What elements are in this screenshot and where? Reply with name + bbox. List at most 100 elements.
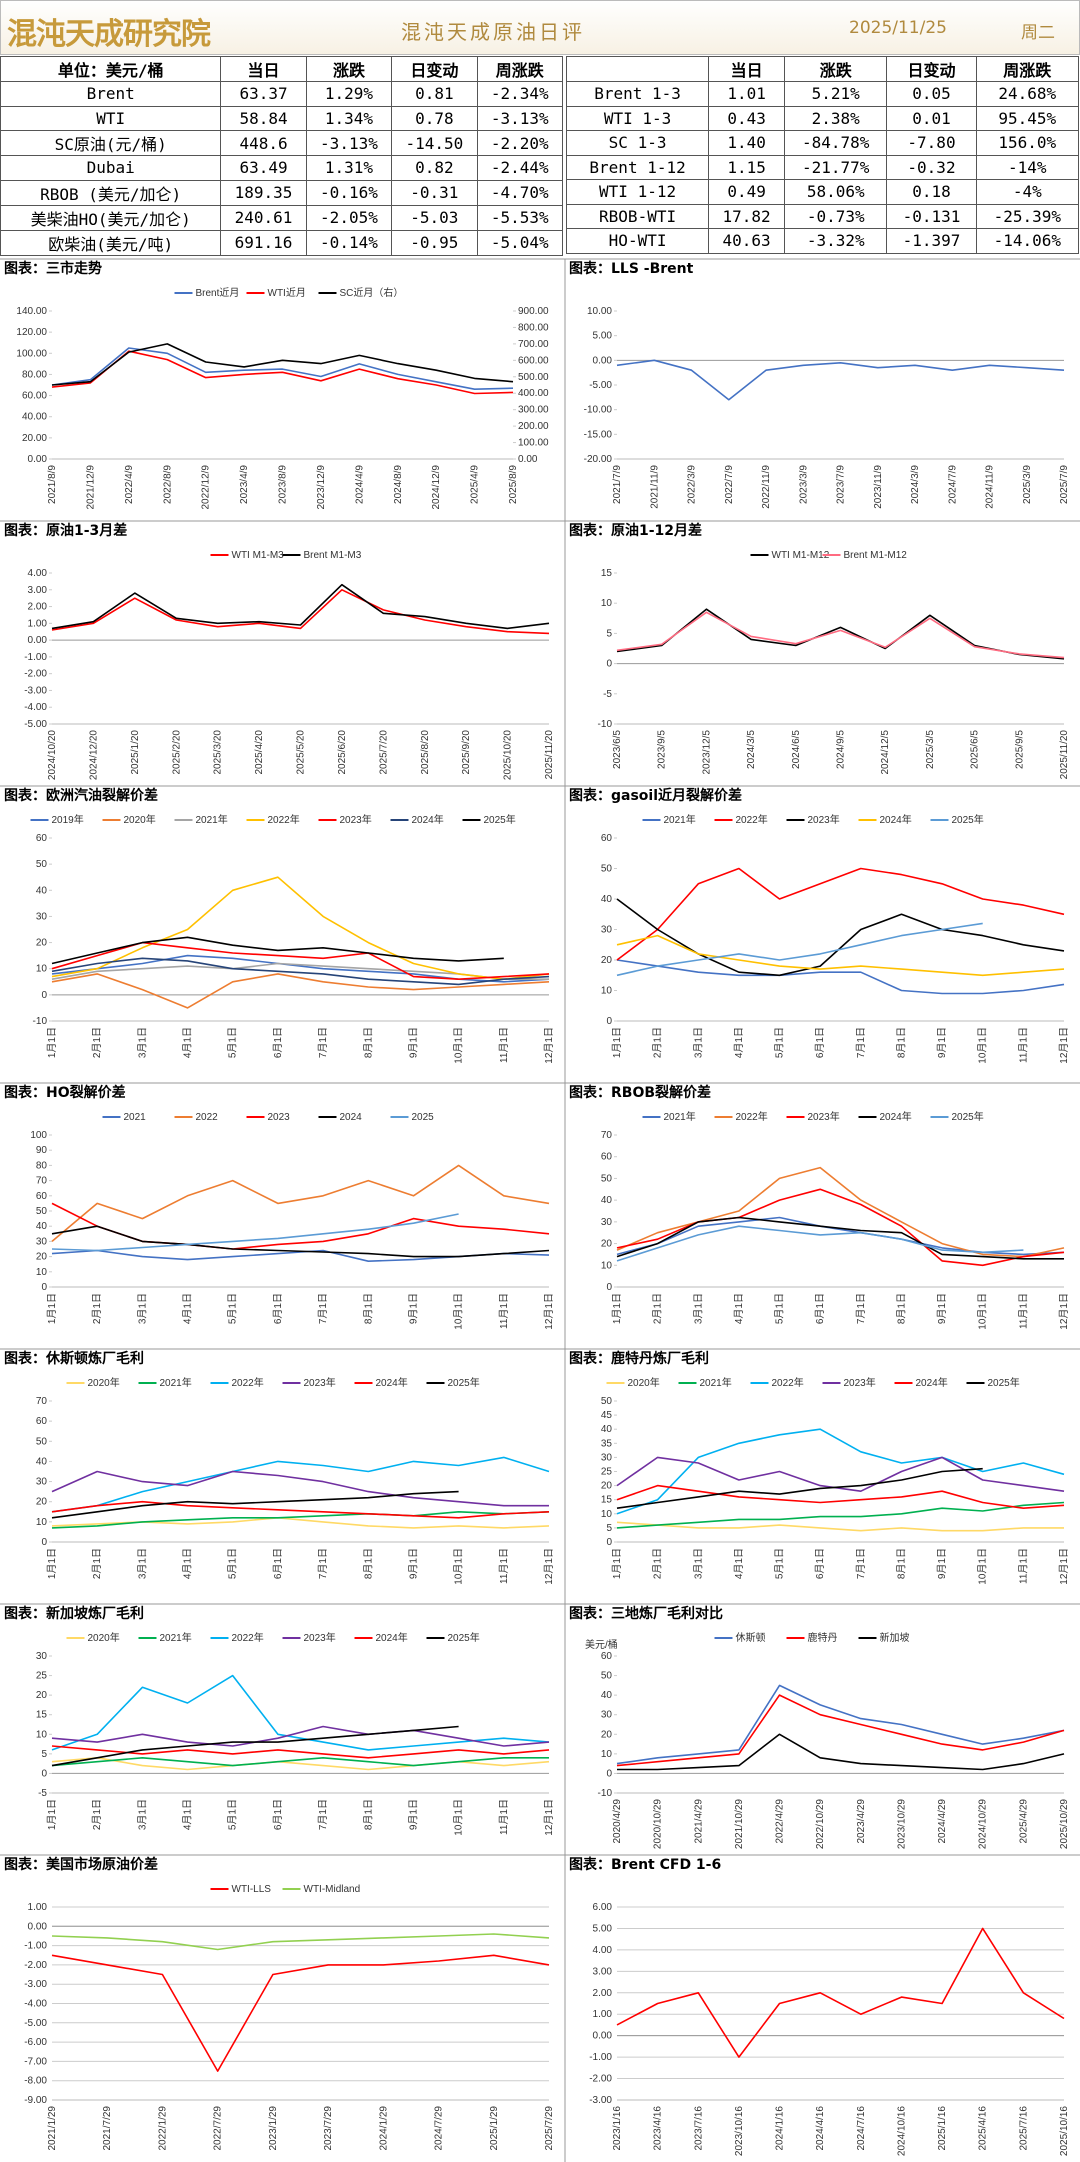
table-cell: -84.78%	[784, 130, 888, 156]
y-tick-label: 45	[601, 1410, 613, 1421]
x-tick-label: 2022/8/9	[162, 465, 173, 504]
y-tick-label: 5.00	[593, 1923, 613, 1934]
y-tick-label: 3.00	[28, 585, 48, 596]
y-tick-label: 140.00	[16, 306, 47, 317]
y-tick-label: 4.00	[593, 1945, 613, 1956]
legend-label: 2024	[340, 1112, 363, 1123]
x-tick-label: 1月1日	[611, 1027, 623, 1058]
x-tick-label: 2024/4/29	[937, 1799, 948, 1844]
x-tick-label: 12月1日	[543, 1799, 555, 1836]
x-tick-label: 8月1日	[362, 1799, 374, 1830]
y-tick-label: -8.00	[24, 2076, 47, 2087]
table-cell: 189.35	[220, 179, 307, 206]
x-tick-label: 2024/4/9	[354, 465, 365, 504]
x-tick-label: 2025/11/20	[1059, 730, 1070, 780]
legend-label: 2022年	[268, 813, 300, 826]
table-row: WTI 1-12 0.49 58.06% 0.18 -4%	[565, 179, 1080, 205]
x-tick-label: 2025/1/20	[130, 730, 141, 775]
x-tick-label: 2021/1/29	[47, 2106, 58, 2151]
x-tick-label: 2024/1/16	[775, 2106, 786, 2151]
y-tick-label: 0	[606, 659, 612, 670]
x-tick-label: 2025/1/29	[489, 2106, 500, 2151]
x-tick-label: 7月1日	[317, 1548, 329, 1579]
legend-label: WTI M1-M3	[232, 550, 285, 561]
x-tick-label: 2023/10/16	[734, 2106, 745, 2156]
y-tick-label: 35	[601, 1438, 613, 1449]
x-tick-label: 9月1日	[936, 1548, 948, 1579]
y-tick-label: 0.00	[593, 355, 613, 366]
x-tick-label: 2021/12/9	[85, 465, 96, 510]
series-line	[616, 1216, 1064, 1260]
legend-label: 2022	[196, 1112, 219, 1123]
x-tick-label: 3月1日	[692, 1027, 704, 1058]
chart-caption: 图表：新加坡炼厂毛利	[4, 1605, 144, 1622]
y2-tick-label: 900.00	[518, 306, 549, 317]
table-row: WTI 58.84 1.34% 0.78 -3.13%	[0, 105, 564, 131]
y-tick-label: 0	[606, 1282, 612, 1293]
x-tick-label: 2024/1/29	[378, 2106, 389, 2151]
series-line	[51, 1511, 550, 1529]
header-cell: 周涨跌	[975, 56, 1080, 82]
table-row: 欧柴油(美元/吨) 691.16 -0.14% -0.95 -5.04%	[0, 229, 564, 256]
x-tick-label: 9月1日	[936, 1027, 948, 1058]
y-tick-label: 60	[36, 833, 48, 844]
y-tick-label: 40.00	[22, 412, 47, 423]
y-tick-label: -3.00	[24, 1979, 47, 1990]
series-line	[51, 936, 504, 965]
table-cell: -14.06%	[975, 228, 1080, 254]
chart-caption: 图表：休斯顿炼厂毛利	[4, 1350, 144, 1367]
y-tick-label: 10	[36, 1517, 48, 1528]
legend-label: 2020年	[88, 1376, 120, 1389]
chart-caption: 图表：HO裂解价差	[4, 1084, 126, 1101]
table-cell: 40.63	[708, 228, 786, 254]
table-cell: WTI 1-3	[565, 105, 710, 131]
x-tick-label: 12月1日	[1058, 1293, 1070, 1330]
y-tick-label: 20.00	[22, 433, 47, 444]
series-line	[51, 589, 550, 635]
y-tick-label: 40	[36, 1456, 48, 1467]
x-tick-label: 3月1日	[136, 1799, 148, 1830]
chart-caption: 图表：原油1-12月差	[569, 522, 702, 539]
chart-caption: 图表：gasoil近月裂解价差	[569, 787, 742, 804]
y-tick-label: 0.00	[28, 454, 48, 465]
y-tick-label: -1.00	[24, 1941, 47, 1952]
y-tick-label: -1.00	[589, 2052, 612, 2063]
y-tick-label: 1.00	[593, 2009, 613, 2020]
x-tick-label: 2024/8/9	[393, 465, 404, 504]
header-cell: 当日	[708, 56, 786, 82]
series-line	[51, 973, 550, 1009]
spread-table: 当日 涨跌 日变动 周涨跌 Brent 1-3 1.01 5.21% 0.05 24.68% WT…	[565, 56, 1080, 254]
x-tick-label: 5月1日	[774, 1293, 786, 1324]
x-tick-label: 2024/4/16	[815, 2106, 826, 2151]
x-tick-label: 9月1日	[407, 1548, 419, 1579]
table-row: 美柴油HO(美元/加仑) 240.61 -2.05% -5.03 -5.53%	[0, 204, 564, 231]
x-tick-label: 2025/8/20	[420, 730, 431, 775]
x-tick-label: 2022/4/29	[775, 1799, 786, 1844]
x-tick-label: 2023/12/5	[701, 730, 712, 775]
y-tick-label: -1.00	[24, 652, 47, 663]
table-row: Brent 1-12 1.15 -21.77% -0.32 -14%	[565, 154, 1080, 180]
y-tick-label: 5	[41, 1749, 47, 1760]
y-tick-label: -3.00	[24, 685, 47, 696]
legend-label: 2022年	[232, 1631, 264, 1644]
x-tick-label: 4月1日	[182, 1293, 194, 1324]
x-tick-label: 3月1日	[692, 1548, 704, 1579]
y-tick-label: 0	[41, 1768, 47, 1779]
y-tick-label: -5	[38, 1788, 47, 1799]
x-tick-label: 4月1日	[733, 1548, 745, 1579]
legend-label: 2024年	[880, 1110, 912, 1123]
x-tick-label: 2月1日	[91, 1027, 103, 1058]
x-tick-label: 10月1日	[453, 1548, 465, 1585]
series-line	[616, 1484, 1065, 1509]
y-tick-label: 60	[36, 1191, 48, 1202]
x-tick-label: 12月1日	[543, 1027, 555, 1064]
x-tick-label: 2022/7/9	[724, 465, 735, 504]
x-tick-label: 2月1日	[91, 1799, 103, 1830]
table-cell: SC 1-3	[565, 130, 710, 156]
table-cell: Brent 1-12	[565, 154, 710, 180]
x-tick-label: 8月1日	[362, 1548, 374, 1579]
x-tick-label: 2023/7/9	[836, 465, 847, 504]
y-tick-label: 50	[36, 1206, 48, 1217]
title: 混沌天成原油日评	[401, 20, 585, 44]
x-tick-label: 2023/4/9	[239, 465, 250, 504]
